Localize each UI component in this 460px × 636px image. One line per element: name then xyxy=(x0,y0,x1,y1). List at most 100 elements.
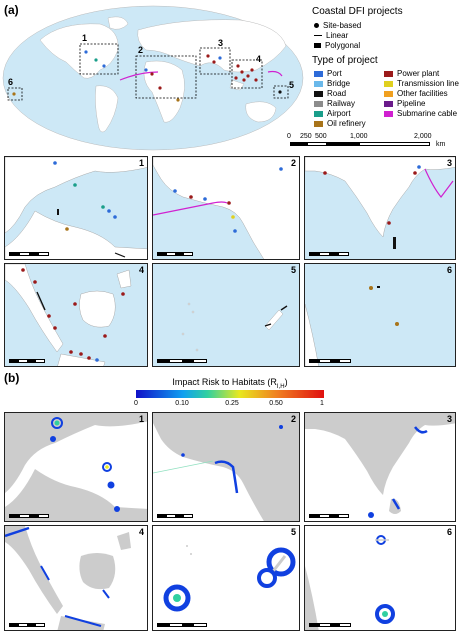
inset-b-5-scale xyxy=(157,623,207,627)
inset-a-6-number: 6 xyxy=(446,265,452,275)
legend-linear: Linear xyxy=(314,31,348,40)
inset-b-4: 4 xyxy=(4,525,148,631)
colorbar-tick-0: 0 xyxy=(134,400,138,407)
swatch-icon xyxy=(314,70,323,77)
scale-tick-1000: 1,000 xyxy=(350,133,368,140)
legend-type-title: Type of project xyxy=(312,55,378,66)
panel-b-tag: (b) xyxy=(4,371,20,385)
inset-a-6: 6 xyxy=(304,263,456,367)
scale-tick-500: 500 xyxy=(315,133,327,140)
legend-site-based: Site-based xyxy=(314,21,361,30)
colorbar-tick-1: 1 xyxy=(320,400,324,407)
colorbar-tick-025: 0.25 xyxy=(225,400,239,407)
swatch-icon xyxy=(384,90,393,97)
world-scale-bar xyxy=(290,142,430,146)
inset-a-5-scale xyxy=(157,359,207,363)
world-inset-label-4: 4 xyxy=(256,54,262,64)
inset-a-3: 3 xyxy=(304,156,456,260)
line-icon xyxy=(314,34,322,37)
legend-type-transmission-line: Transmission line xyxy=(384,79,459,88)
inset-b-2: 2 xyxy=(152,412,300,522)
inset-b-1-scale xyxy=(9,514,49,518)
legend-type-label: Railway xyxy=(327,99,356,108)
inset-a-2-number: 2 xyxy=(290,158,296,168)
box-icon xyxy=(314,43,321,48)
inset-b-2-number: 2 xyxy=(290,414,296,424)
inset-a-2-scale xyxy=(157,252,193,256)
colorbar-title: Impact Risk to Habitats (RI,H) xyxy=(172,377,288,390)
legend-type-bridge: Bridge xyxy=(314,79,350,88)
legend-type-port: Port xyxy=(314,69,342,78)
legend-type-road: Road xyxy=(314,89,346,98)
scale-tick-2000: 2,000 xyxy=(414,133,432,140)
world-inset-label-5: 5 xyxy=(289,80,295,90)
legend-type-label: Airport xyxy=(327,109,351,118)
inset-a-1-scale xyxy=(9,252,49,256)
swatch-icon xyxy=(314,100,323,107)
scale-tick-250: 250 xyxy=(300,133,312,140)
scale-unit: km xyxy=(436,141,446,148)
inset-a-2: 2 xyxy=(152,156,300,260)
dot-icon xyxy=(314,23,319,28)
inset-a-4-number: 4 xyxy=(138,265,144,275)
legend-type-airport: Airport xyxy=(314,109,351,118)
inset-a-3-scale xyxy=(309,252,349,256)
swatch-icon xyxy=(384,70,393,77)
inset-b-3-number: 3 xyxy=(446,414,452,424)
inset-a-5: 5 xyxy=(152,263,300,367)
legend-polygonal: Polygonal xyxy=(314,41,360,50)
legend-type-railway: Railway xyxy=(314,99,355,108)
inset-b-4-number: 4 xyxy=(138,527,144,537)
colorbar xyxy=(136,390,324,398)
inset-b-1: 1 xyxy=(4,412,148,522)
colorbar-tick-010: 0.10 xyxy=(175,400,189,407)
panel-a-tag: (a) xyxy=(4,3,19,17)
swatch-icon xyxy=(384,80,393,87)
legend-type-label: Other facilities xyxy=(397,89,448,98)
inset-b-5: 5 xyxy=(152,525,300,631)
world-inset-label-1: 1 xyxy=(82,33,88,43)
inset-b-5-number: 5 xyxy=(290,527,296,537)
scale-tick-0: 0 xyxy=(287,133,291,140)
legend-type-label: Bridge xyxy=(327,79,351,88)
inset-a-1-number: 1 xyxy=(138,158,144,168)
world-inset-label-6: 6 xyxy=(8,77,14,87)
inset-b-4-scale xyxy=(9,623,45,627)
legend-type-label: Port xyxy=(327,69,342,78)
inset-a-1: 1 xyxy=(4,156,148,260)
world-inset-label-2: 2 xyxy=(138,45,144,55)
inset-a-5-number: 5 xyxy=(290,265,296,275)
legend-type-label: Submarine cable xyxy=(397,109,458,118)
legend-type-label: Oil refinery xyxy=(327,119,366,128)
legend-type-oil-refinery: Oil refinery xyxy=(314,119,366,128)
inset-b-1-number: 1 xyxy=(138,414,144,424)
inset-a-3-number: 3 xyxy=(446,158,452,168)
legend-title: Coastal DFI projects xyxy=(312,6,403,17)
world-map xyxy=(2,5,304,151)
inset-b-6-scale xyxy=(309,623,351,627)
swatch-icon xyxy=(314,110,323,117)
inset-b-3-scale xyxy=(309,514,349,518)
swatch-icon xyxy=(314,120,323,127)
legend-type-label: Pipeline xyxy=(397,99,426,108)
inset-a-4: 4 xyxy=(4,263,148,367)
swatch-icon xyxy=(314,90,323,97)
inset-b-6: 6 xyxy=(304,525,456,631)
legend-type-label: Road xyxy=(327,89,347,98)
swatch-icon xyxy=(384,100,393,107)
inset-b-3: 3 xyxy=(304,412,456,522)
legend-type-other-facilities: Other facilities xyxy=(384,89,448,98)
inset-b-2-scale xyxy=(157,514,193,518)
inset-a-6-scale xyxy=(309,359,351,363)
inset-a-4-scale xyxy=(9,359,45,363)
swatch-icon xyxy=(314,80,323,87)
legend-type-label: Power plant xyxy=(397,69,440,78)
legend-type-label: Transmission line xyxy=(397,79,459,88)
world-inset-label-3: 3 xyxy=(218,38,224,48)
legend-type-pipeline: Pipeline xyxy=(384,99,425,108)
inset-b-6-number: 6 xyxy=(446,527,452,537)
legend-type-submarine-cable: Submarine cable xyxy=(384,109,457,118)
legend-type-power-plant: Power plant xyxy=(384,69,439,78)
swatch-icon xyxy=(384,110,393,117)
colorbar-tick-050: 0.50 xyxy=(269,400,283,407)
